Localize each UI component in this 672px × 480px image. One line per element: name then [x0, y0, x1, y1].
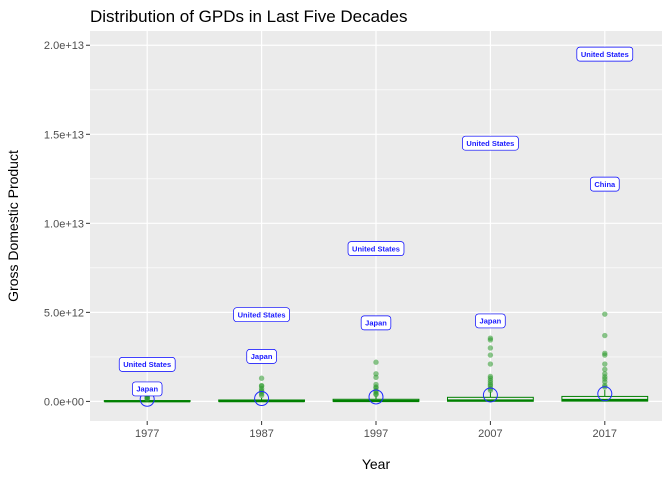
- annotation-label: United States: [462, 135, 519, 151]
- axes: 0.0e+00 5.0e+12 1.0e+13 1.5e+13 2.0e+13 1977 1…: [44, 40, 617, 440]
- annotation-text: Japan: [365, 319, 387, 328]
- annotation-text: China: [594, 180, 616, 189]
- annotation-label: United States: [576, 46, 634, 62]
- outlier-point: [602, 366, 608, 373]
- y-tick-label: 5.0e+12: [44, 307, 84, 319]
- annotation-text: Japan: [136, 385, 158, 394]
- mean-circles: [139, 386, 613, 407]
- annotation-text: United States: [238, 310, 286, 319]
- mean-circle: [482, 387, 498, 403]
- annotation-box: [576, 46, 634, 62]
- outlier-point: [373, 359, 379, 365]
- outlier-point: [602, 350, 608, 357]
- annotation-text: United States: [352, 244, 400, 253]
- annotation-text: United States: [123, 360, 171, 369]
- outlier-point: [602, 371, 608, 377]
- outlier-point: [487, 361, 494, 367]
- outlier-point: [258, 382, 265, 389]
- outlier-point: [487, 335, 494, 341]
- outlier-point: [487, 373, 494, 380]
- annotation-label: Japan: [475, 313, 506, 329]
- annotation-text: Japan: [251, 352, 273, 361]
- box-layer: [103, 389, 649, 403]
- annotation-box: [475, 313, 506, 329]
- outlier-point: [487, 352, 494, 358]
- x-tick-label: 2007: [478, 428, 502, 440]
- annotation-label: China: [590, 176, 620, 192]
- annotation-text: United States: [581, 50, 629, 59]
- outlier-point: [602, 311, 608, 317]
- y-tick-label: 1.5e+13: [44, 129, 84, 141]
- x-tick-label: 1987: [249, 428, 273, 440]
- x-tick-label: 2017: [593, 428, 617, 440]
- y-tick-label: 2.0e+13: [44, 40, 84, 52]
- x-tick-label: 1997: [364, 428, 388, 440]
- annotation-label: United States: [233, 307, 290, 323]
- outlier-point: [602, 361, 608, 367]
- x-tick-label: 1977: [135, 428, 159, 440]
- annotation-label: Japan: [132, 381, 163, 397]
- annotation-labels: United States Japan United States Japan Unit…: [118, 46, 634, 397]
- outlier-point: [487, 345, 494, 351]
- outlier-point: [258, 375, 265, 381]
- x-axis-title: Year: [362, 456, 391, 472]
- annotation-box: [462, 135, 519, 151]
- annotation-text: Japan: [480, 317, 502, 326]
- outlier-point: [373, 381, 379, 388]
- annotation-box: [347, 241, 405, 256]
- outlier-point: [602, 332, 608, 339]
- annotation-box: [233, 307, 290, 323]
- annotation-label: United States: [118, 357, 176, 372]
- y-axis-title: Gross Domestic Product: [5, 150, 21, 302]
- annotation-label: United States: [347, 241, 405, 256]
- mean-circle: [368, 389, 384, 405]
- y-tick-label: 0.0e+00: [44, 396, 84, 408]
- annotation-label: Japan: [360, 315, 392, 331]
- chart-title: Distribution of GPDs in Last Five Decade…: [90, 7, 407, 26]
- y-tick-label: 1.0e+13: [44, 218, 84, 230]
- annotation-label: Japan: [246, 349, 277, 364]
- annotation-box: [118, 357, 176, 372]
- annotation-text: United States: [466, 139, 514, 148]
- annotation-box: [246, 349, 277, 364]
- mean-circle: [597, 386, 613, 402]
- outlier-point: [373, 371, 379, 377]
- annotation-box: [590, 176, 620, 192]
- annotation-box: [132, 381, 163, 397]
- annotation-box: [360, 315, 392, 331]
- mean-circle: [254, 391, 270, 407]
